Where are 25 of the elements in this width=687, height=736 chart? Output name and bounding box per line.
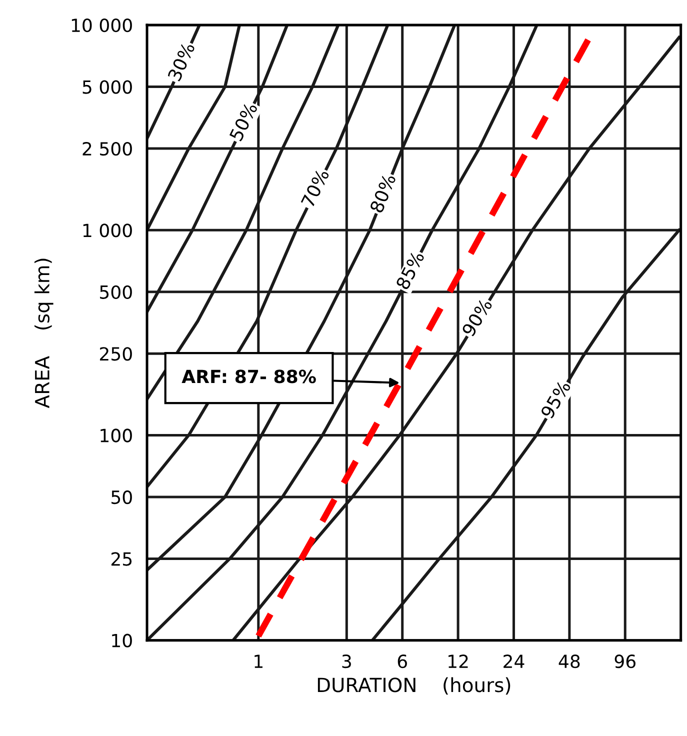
x-tick-label: 12	[448, 654, 468, 668]
x-tick-label: 96	[614, 654, 636, 668]
x-tick-label: 6	[398, 654, 407, 668]
y-tick-label: 25	[111, 552, 132, 566]
text: 30%	[167, 42, 196, 82]
x-tick-label: 24	[504, 654, 524, 668]
y-tick-label: 500	[100, 285, 132, 299]
y-tick-label: 5 000	[82, 80, 132, 94]
text: 50%	[228, 102, 258, 142]
x-tick-label: 48	[558, 654, 580, 668]
x-tick-label: 3	[342, 654, 351, 668]
x-axis-title: DURATION (hours)	[318, 677, 510, 695]
y-tick-label: 100	[100, 428, 132, 442]
y-axis-title: AREA (sq km)	[34, 258, 54, 408]
y-tick-label: 1 000	[83, 224, 132, 238]
text: 85%	[395, 250, 425, 290]
text: 80%	[369, 173, 396, 214]
y-tick-label: 10 000	[72, 18, 132, 32]
x-tick-label: 1	[254, 654, 262, 668]
y-tick-label: 250	[100, 347, 132, 361]
y-tick-label: 2 500	[82, 142, 132, 156]
y-tick-label: 50	[112, 490, 132, 504]
annotation: ARF: 87- 88%	[182, 370, 316, 384]
text: 70%	[300, 168, 330, 208]
y-tick-label: 10	[112, 634, 132, 648]
